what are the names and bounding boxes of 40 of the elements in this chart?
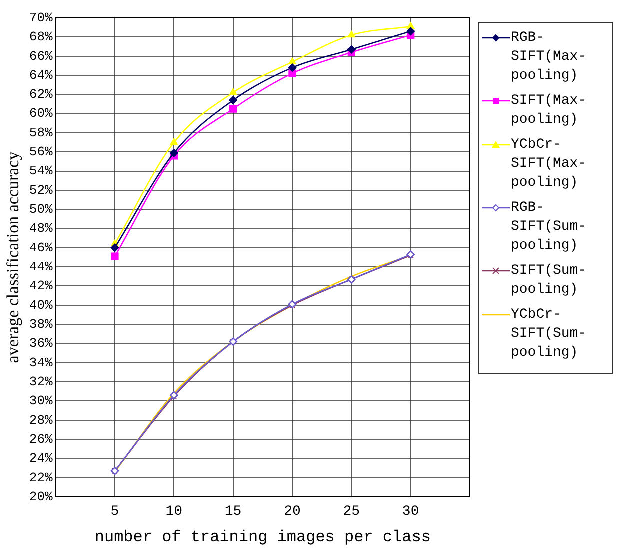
y-tick-label: 36% — [29, 336, 53, 352]
y-tick-label: 22% — [29, 470, 53, 486]
y-tick-label: 44% — [29, 260, 53, 275]
y-tick-label: 58% — [29, 125, 53, 140]
y-tick-label: 40% — [29, 298, 53, 313]
y-tick-label: 52% — [29, 182, 53, 198]
y-tick-label: 54% — [29, 164, 53, 179]
y-tick-label: 30% — [29, 394, 53, 409]
legend-label: SIFT(Sum-pooling) — [511, 262, 588, 300]
y-tick-label: 70% — [29, 10, 53, 26]
y-tick-label: 62% — [29, 87, 53, 102]
x-tick-label: 25 — [343, 504, 360, 520]
x-axis-title: number of training images per class — [94, 528, 431, 547]
y-tick-label: 68% — [29, 30, 53, 45]
y-tick-label: 48% — [29, 221, 53, 236]
y-tick-label: 42% — [29, 278, 53, 294]
legend-label: RGB-SIFT(Max-pooling) — [511, 29, 588, 86]
x-tick-label: 30 — [402, 504, 420, 520]
legend-label: YCbCr-SIFT(Sum-pooling) — [511, 306, 588, 363]
x-tick-label: 5 — [110, 504, 120, 520]
y-tick-label: 64% — [29, 68, 53, 83]
y-tick-label: 24% — [29, 451, 53, 466]
legend-label: RGB-SIFT(Sum-pooling) — [511, 199, 588, 256]
y-tick-label: 50% — [29, 202, 53, 218]
y-tick-label: 34% — [29, 355, 53, 370]
y-tick-label: 38% — [29, 316, 53, 332]
legend-label: YCbCr-SIFT(Max-pooling) — [511, 136, 588, 193]
y-tick-label: 66% — [29, 48, 53, 64]
x-tick-label: 10 — [166, 504, 183, 520]
y-tick-label: 26% — [29, 432, 53, 447]
y-tick-label: 20% — [29, 489, 53, 504]
y-axis-title: average classification accuracy — [4, 151, 23, 364]
y-tick-label: 46% — [29, 240, 53, 256]
y-tick-label: 32% — [29, 374, 53, 390]
y-tick-label: 60% — [29, 106, 53, 122]
legend-label: SIFT(Max-pooling) — [511, 92, 588, 130]
x-tick-label: 15 — [224, 504, 242, 520]
y-tick-label: 28% — [29, 412, 53, 428]
y-tick-label: 56% — [29, 144, 53, 160]
x-tick-label: 20 — [284, 504, 301, 520]
